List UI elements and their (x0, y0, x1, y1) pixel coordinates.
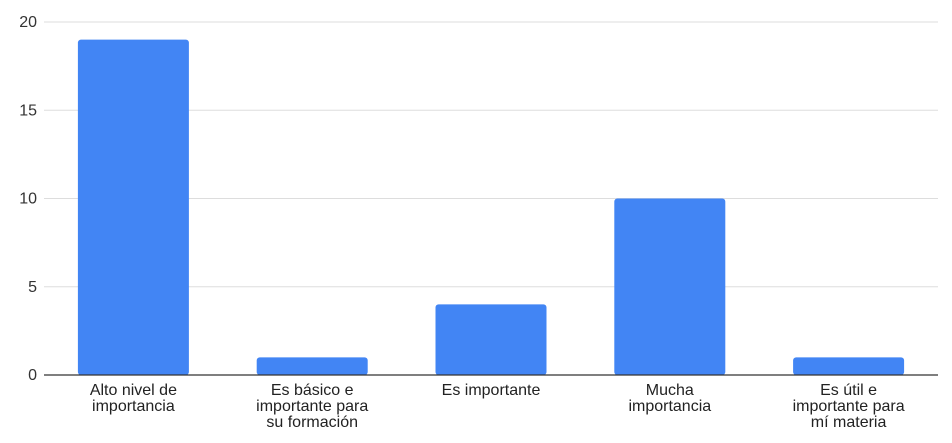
bar[interactable] (614, 198, 726, 376)
x-tick-label: Alto nivel de importancia (90, 382, 177, 415)
x-tick-label: Es útil e importante para mí materia (793, 382, 905, 431)
bar[interactable] (435, 304, 547, 375)
x-tick-label-line: importancia (628, 398, 711, 415)
y-tick-label: 0 (28, 367, 37, 384)
bar[interactable] (256, 357, 368, 375)
x-tick-label-line: Es útil e (820, 382, 877, 399)
y-tick-label: 10 (19, 191, 37, 208)
x-tick-label-line: mí materia (811, 414, 887, 431)
y-axis-ticks: 0 5 10 15 20 (19, 14, 37, 384)
x-tick-label: Mucha importancia (628, 382, 711, 415)
x-tick-label-line: Es importante (442, 382, 541, 399)
y-tick-label: 5 (28, 279, 37, 296)
x-tick-label: Es importante (442, 382, 541, 399)
gridlines (44, 21, 938, 288)
x-tick-label: Es básico e importante para su formación (256, 382, 368, 431)
bar[interactable] (77, 39, 189, 376)
x-tick-label-line: importancia (92, 398, 175, 415)
x-tick-label-line: importante para (256, 398, 368, 415)
x-tick-label-line: Es básico e (271, 382, 354, 399)
x-tick-label-line: Mucha (646, 382, 694, 399)
x-tick-label-line: su formación (266, 414, 358, 431)
x-tick-label-line: Alto nivel de (90, 382, 177, 399)
bars (77, 39, 905, 376)
x-tick-label-line: importante para (793, 398, 905, 415)
y-tick-label: 15 (19, 102, 37, 119)
y-tick-label: 20 (19, 14, 37, 31)
bar[interactable] (793, 357, 905, 375)
